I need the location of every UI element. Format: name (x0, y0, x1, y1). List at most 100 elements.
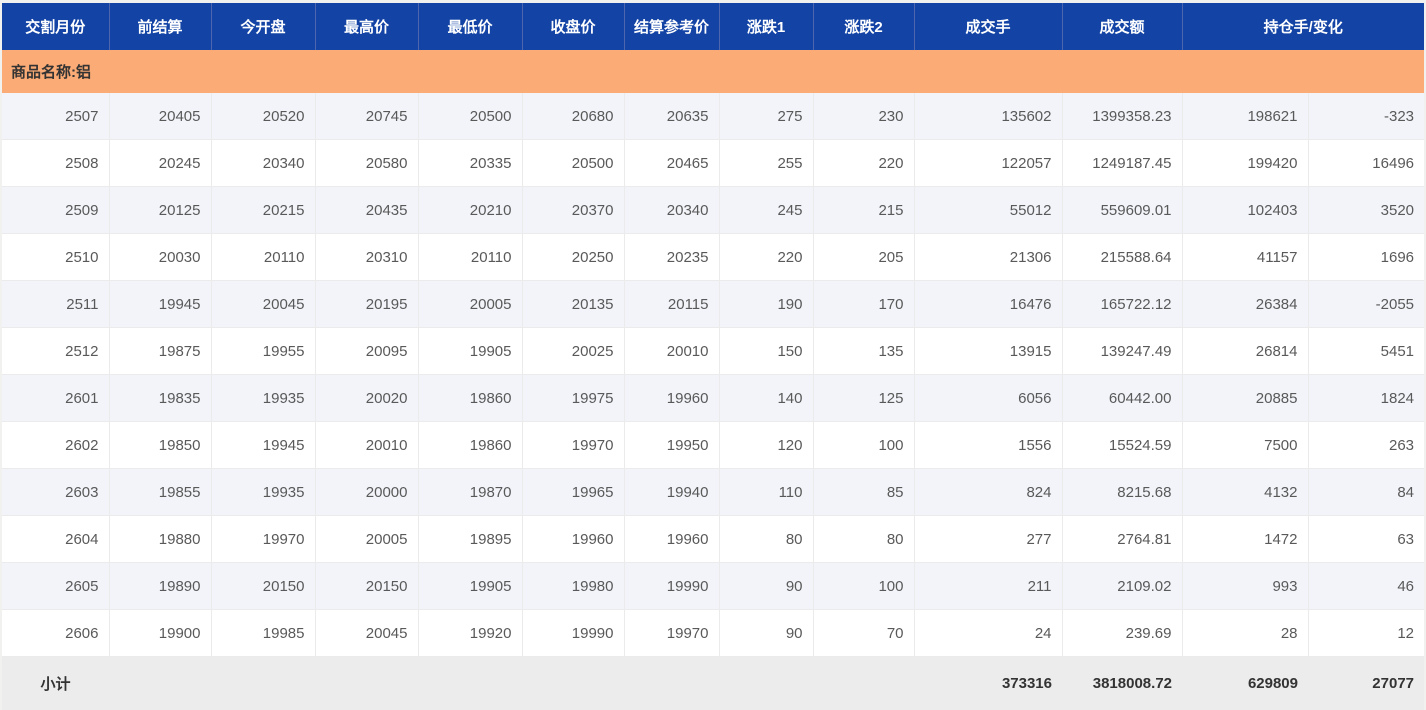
cell-open-interest: 28 (1182, 609, 1309, 657)
subtotal-label: 小计 (2, 656, 109, 710)
cell-volume: 135602 (914, 93, 1063, 140)
cell-delivery-month: 2510 (2, 233, 110, 281)
cell-high: 20095 (315, 327, 419, 375)
subtotal-empty-cell (109, 656, 211, 710)
cell-settle-ref: 19990 (624, 562, 720, 610)
cell-volume: 824 (914, 468, 1063, 516)
cell-settle-ref: 20635 (624, 93, 720, 140)
cell-close: 19990 (522, 609, 625, 657)
cell-high: 20045 (315, 609, 419, 657)
cell-change2: 215 (813, 186, 915, 234)
cell-change1: 220 (719, 233, 814, 281)
cell-change2: 70 (813, 609, 915, 657)
cell-close: 19975 (522, 374, 625, 422)
cell-oi-change: -323 (1308, 93, 1425, 140)
cell-low: 19905 (418, 562, 523, 610)
cell-open-interest: 1472 (1182, 515, 1309, 563)
subtotal-empty-cell (624, 656, 719, 710)
commodity-name-label: 商品名称:铝 (2, 50, 1425, 93)
cell-oi-change: 84 (1308, 468, 1425, 516)
col-header-volume: 成交手 (914, 3, 1063, 50)
cell-delivery-month: 2606 (2, 609, 110, 657)
cell-change1: 90 (719, 609, 814, 657)
cell-volume: 16476 (914, 280, 1063, 328)
cell-low: 20110 (418, 233, 523, 281)
cell-prev-settle: 19880 (109, 515, 212, 563)
cell-change1: 110 (719, 468, 814, 516)
cell-open: 19935 (211, 374, 316, 422)
cell-high: 20020 (315, 374, 419, 422)
table-row: 2606 19900 19985 20045 19920 19990 19970 90 70 24… (2, 609, 1425, 657)
cell-open-interest: 26384 (1182, 280, 1309, 328)
cell-turnover: 2764.81 (1062, 515, 1183, 563)
cell-delivery-month: 2603 (2, 468, 110, 516)
col-header-settle-ref: 结算参考价 (624, 3, 720, 50)
cell-change2: 135 (813, 327, 915, 375)
cell-prev-settle: 20245 (109, 139, 212, 187)
table-row: 2604 19880 19970 20005 19895 19960 19960 80 80 27… (2, 515, 1425, 563)
cell-low: 19895 (418, 515, 523, 563)
cell-prev-settle: 20405 (109, 93, 212, 140)
col-header-change2: 涨跌2 (813, 3, 915, 50)
cell-change2: 85 (813, 468, 915, 516)
cell-open: 20045 (211, 280, 316, 328)
subtotal-empty-cell (211, 656, 315, 710)
col-header-turnover: 成交额 (1062, 3, 1183, 50)
table-row: 2510 20030 20110 20310 20110 20250 20235 220 205… (2, 233, 1425, 281)
table-row: 2511 19945 20045 20195 20005 20135 20115 190 170… (2, 280, 1425, 328)
cell-open: 20110 (211, 233, 316, 281)
cell-close: 20500 (522, 139, 625, 187)
cell-open: 19955 (211, 327, 316, 375)
cell-change1: 190 (719, 280, 814, 328)
cell-change1: 245 (719, 186, 814, 234)
cell-low: 19870 (418, 468, 523, 516)
table-row: 2512 19875 19955 20095 19905 20025 20010 150 135… (2, 327, 1425, 375)
cell-low: 19860 (418, 374, 523, 422)
table-row: 2601 19835 19935 20020 19860 19975 19960 140 125… (2, 374, 1425, 422)
cell-close: 20025 (522, 327, 625, 375)
cell-turnover: 559609.01 (1062, 186, 1183, 234)
table-row: 2605 19890 20150 20150 19905 19980 19990 90 100 2… (2, 562, 1425, 610)
cell-prev-settle: 19850 (109, 421, 212, 469)
cell-delivery-month: 2601 (2, 374, 110, 422)
subtotal-volume: 373316 (914, 656, 1062, 710)
cell-close: 20250 (522, 233, 625, 281)
cell-turnover: 8215.68 (1062, 468, 1183, 516)
cell-open-interest: 41157 (1182, 233, 1309, 281)
table-row: 2508 20245 20340 20580 20335 20500 20465 255 220… (2, 139, 1425, 187)
cell-high: 20010 (315, 421, 419, 469)
cell-volume: 13915 (914, 327, 1063, 375)
cell-settle-ref: 20235 (624, 233, 720, 281)
cell-volume: 1556 (914, 421, 1063, 469)
cell-low: 20210 (418, 186, 523, 234)
cell-change2: 100 (813, 421, 915, 469)
cell-high: 20195 (315, 280, 419, 328)
col-header-prev-settle: 前结算 (109, 3, 212, 50)
table-row: 2603 19855 19935 20000 19870 19965 19940 110 85 8… (2, 468, 1425, 516)
cell-change1: 120 (719, 421, 814, 469)
cell-low: 19920 (418, 609, 523, 657)
cell-open-interest: 102403 (1182, 186, 1309, 234)
commodity-banner-row: 商品名称:铝 (2, 50, 1425, 93)
cell-turnover: 215588.64 (1062, 233, 1183, 281)
cell-oi-change: 46 (1308, 562, 1425, 610)
cell-change2: 170 (813, 280, 915, 328)
cell-open-interest: 199420 (1182, 139, 1309, 187)
cell-oi-change: 63 (1308, 515, 1425, 563)
cell-open: 20215 (211, 186, 316, 234)
cell-prev-settle: 19945 (109, 280, 212, 328)
subtotal-empty-cell (719, 656, 813, 710)
cell-prev-settle: 19875 (109, 327, 212, 375)
col-header-open: 今开盘 (211, 3, 316, 50)
cell-open-interest: 198621 (1182, 93, 1309, 140)
cell-change1: 140 (719, 374, 814, 422)
cell-turnover: 15524.59 (1062, 421, 1183, 469)
cell-change1: 80 (719, 515, 814, 563)
cell-turnover: 2109.02 (1062, 562, 1183, 610)
cell-settle-ref: 20115 (624, 280, 720, 328)
cell-high: 20310 (315, 233, 419, 281)
cell-open: 19945 (211, 421, 316, 469)
cell-prev-settle: 20030 (109, 233, 212, 281)
cell-oi-change: 16496 (1308, 139, 1425, 187)
